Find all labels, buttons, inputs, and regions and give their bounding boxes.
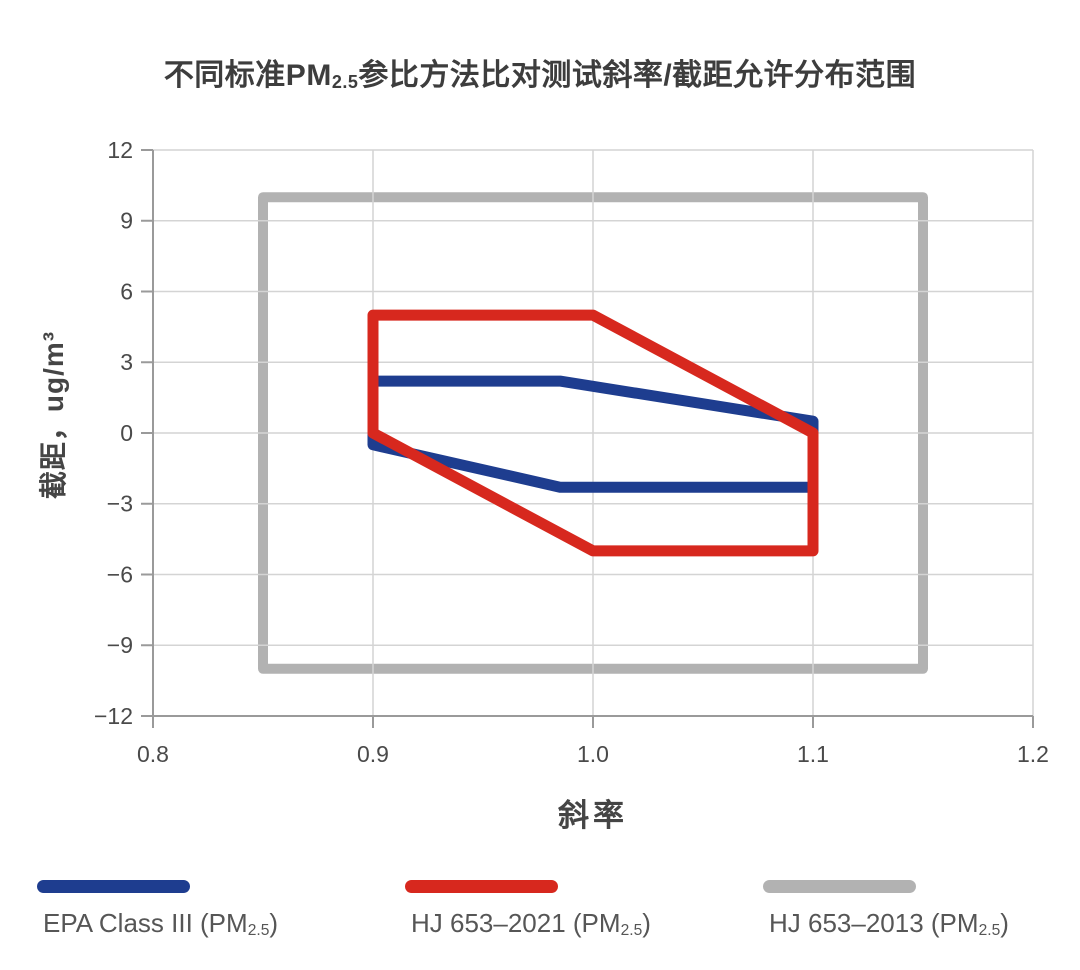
- y-tick-label: 9: [120, 208, 133, 234]
- legend-swatch-epa: [37, 880, 190, 893]
- plot-canvas: 12 9 6 3 0 −3 −6 −9 −120.8 0.9 1.0 1.1 1.2: [94, 137, 1049, 767]
- chart-title-subscript: 2.5: [331, 72, 359, 93]
- legend-item-epa-class-iii: EPA Class III (PM2.5): [37, 880, 278, 940]
- x-tick-label: 0.9: [357, 741, 389, 767]
- legend-label-text: HJ 653–2013 (PM: [769, 908, 979, 938]
- legend-label-subscript: 2.5: [620, 921, 643, 939]
- legend-item-hj-653-2013: HJ 653–2013 (PM2.5): [763, 880, 1009, 940]
- series-outline-2: [367, 309, 819, 557]
- legend-item-hj-653-2021: HJ 653–2021 (PM2.5): [405, 880, 651, 940]
- y-tick-label: 3: [120, 349, 133, 375]
- legend-swatch-hj-2013: [763, 880, 916, 893]
- chart-title-text-suffix: 参比方法比对测试斜率/截距允许分布范围: [358, 59, 917, 92]
- legend-label-subscript: 2.5: [247, 921, 270, 939]
- y-tick-label: 12: [107, 137, 133, 163]
- y-tick-label: 0: [120, 420, 133, 446]
- legend-label-hj-2013: HJ 653–2013 (PM2.5): [763, 908, 1009, 940]
- legend: EPA Class III (PM2.5) HJ 653–2021 (PM2.5…: [0, 880, 1080, 955]
- y-axis-title: 截距，ug/m³: [38, 330, 69, 500]
- legend-label-text-suffix: ): [642, 908, 651, 938]
- legend-swatch-hj-2021: [405, 880, 558, 893]
- y-tick-label: 6: [120, 278, 133, 304]
- legend-label-epa: EPA Class III (PM2.5): [37, 908, 278, 940]
- chart-title: 不同标准PM2.5参比方法比对测试斜率/截距允许分布范围: [0, 50, 1080, 94]
- chart-title-text: 不同标准PM: [163, 59, 332, 92]
- legend-label-text: HJ 653–2021 (PM: [411, 908, 621, 938]
- x-tick-label: 1.2: [1017, 741, 1049, 767]
- legend-label-subscript: 2.5: [978, 921, 1001, 939]
- legend-label-hj-2021: HJ 653–2021 (PM2.5): [405, 908, 651, 940]
- legend-label-text: EPA Class III (PM: [43, 908, 248, 938]
- x-tick-label: 1.1: [797, 741, 829, 767]
- legend-label-text-suffix: ): [269, 908, 279, 938]
- y-tick-label: −9: [107, 632, 133, 658]
- series-outline-3: [258, 192, 928, 674]
- y-tick-label: −12: [94, 703, 133, 729]
- x-tick-label: 1.0: [577, 741, 609, 767]
- x-tick-label: 0.8: [137, 741, 169, 767]
- x-axis-title: 斜率: [558, 798, 628, 833]
- legend-label-text-suffix: ): [1000, 908, 1009, 938]
- y-tick-label: −3: [107, 491, 133, 517]
- y-tick-label: −6: [107, 561, 133, 587]
